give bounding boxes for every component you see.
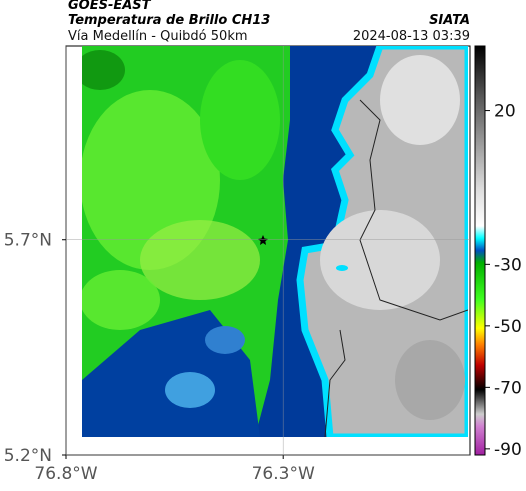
x-tick-label: 76.3°W bbox=[252, 464, 315, 484]
product: Temperatura de Brillo CH13 bbox=[68, 13, 270, 28]
colorbar-tick-label: -90 bbox=[494, 440, 522, 460]
x-tick-label: 76.8°W bbox=[34, 464, 97, 484]
satellite-image bbox=[82, 46, 468, 437]
colorbar-tick-label: -50 bbox=[494, 317, 522, 337]
region: Vía Medellín - Quibdó 50km bbox=[68, 29, 248, 44]
colorbar-tick-label: -30 bbox=[494, 255, 522, 275]
source: SIATA bbox=[429, 13, 470, 28]
timestamp: 2024-08-13 03:39 bbox=[353, 29, 470, 44]
colorbar bbox=[474, 45, 486, 456]
satellite: GOES-EAST bbox=[68, 0, 152, 13]
colorbar-tick-label: 20 bbox=[494, 102, 516, 122]
y-tick-label: 5.7°N bbox=[4, 231, 52, 251]
y-tick-label: 5.2°N bbox=[4, 446, 52, 466]
colorbar-tick-label: -70 bbox=[494, 378, 522, 398]
